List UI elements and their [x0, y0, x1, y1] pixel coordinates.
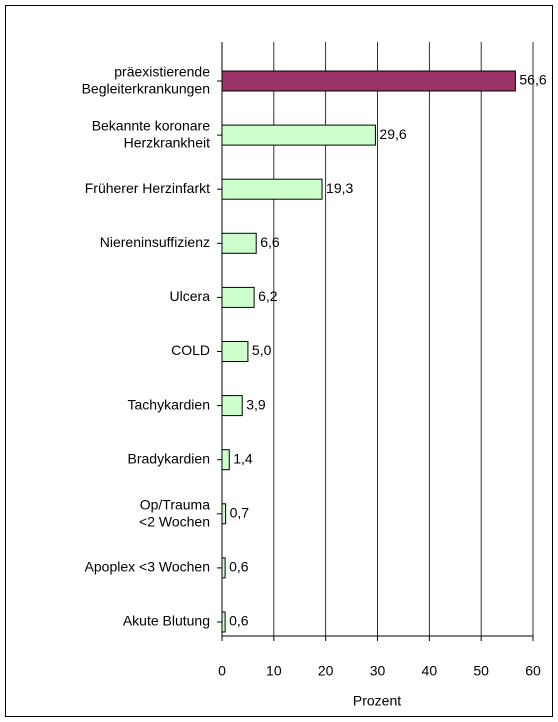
bar: [221, 611, 226, 633]
y-tick-label: Tachykardien: [128, 396, 211, 412]
value-label: 6,6: [260, 234, 280, 250]
y-tick-label: Op/Trauma <2 Wochen: [139, 496, 210, 529]
y-tick-label: COLD: [171, 342, 210, 358]
y-tick-label: Niereninsuffizienz: [100, 234, 210, 250]
y-tick-label: Akute Blutung: [123, 613, 210, 629]
value-label: 19,3: [326, 180, 353, 196]
value-label: 5,0: [252, 342, 272, 358]
x-tick-label: 50: [473, 663, 489, 679]
bar: [221, 395, 243, 417]
bar: [221, 449, 230, 471]
bar: [221, 341, 249, 362]
value-label: 29,6: [379, 126, 406, 142]
y-tick-label: Ulcera: [170, 288, 211, 304]
x-tick-label: 0: [218, 663, 226, 679]
x-axis-label: Prozent: [353, 693, 401, 709]
y-tick-label: Bradykardien: [128, 450, 211, 466]
y-tick-label: Früherer Herzinfarkt: [85, 180, 210, 196]
x-tick-label: 40: [422, 663, 438, 679]
bar: [221, 124, 376, 146]
y-tick-label: präexistierende Begleiterkrankungen: [82, 63, 211, 96]
value-label: 6,2: [258, 288, 278, 304]
x-tick-label: 20: [318, 663, 334, 679]
bar: [221, 178, 323, 200]
x-tick-label: 30: [370, 663, 386, 679]
frame: [5, 5, 553, 717]
value-label: 56,6: [519, 72, 546, 88]
value-label: 0,7: [230, 505, 250, 521]
bar: [221, 232, 257, 254]
bar: [221, 503, 227, 525]
bar: [221, 557, 226, 579]
value-label: 0,6: [229, 559, 249, 575]
y-tick-label: Apoplex <3 Wochen: [85, 559, 210, 575]
value-label: 1,4: [233, 450, 253, 466]
y-tick-label: Bekannte koronare Herzkrankheit: [92, 117, 211, 150]
bar: [221, 70, 516, 92]
value-label: 3,9: [246, 396, 266, 412]
bar: [221, 286, 255, 308]
value-label: 0,6: [229, 613, 249, 629]
x-tick-label: 10: [266, 663, 282, 679]
x-tick-label: 60: [525, 663, 541, 679]
